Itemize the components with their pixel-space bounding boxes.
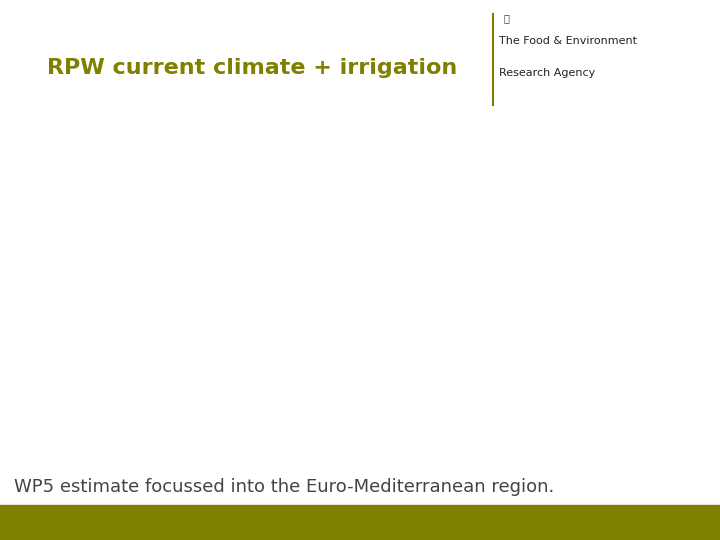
- Text: The Food & Environment: The Food & Environment: [499, 36, 637, 45]
- Text: 🦁: 🦁: [504, 14, 510, 24]
- Text: WP5 estimate focussed into the Euro-Mediterranean region.: WP5 estimate focussed into the Euro-Medi…: [14, 478, 554, 496]
- Bar: [0, 505, 720, 540]
- Text: RPW current climate + irrigation: RPW current climate + irrigation: [47, 57, 457, 78]
- Text: Research Agency: Research Agency: [499, 68, 595, 78]
